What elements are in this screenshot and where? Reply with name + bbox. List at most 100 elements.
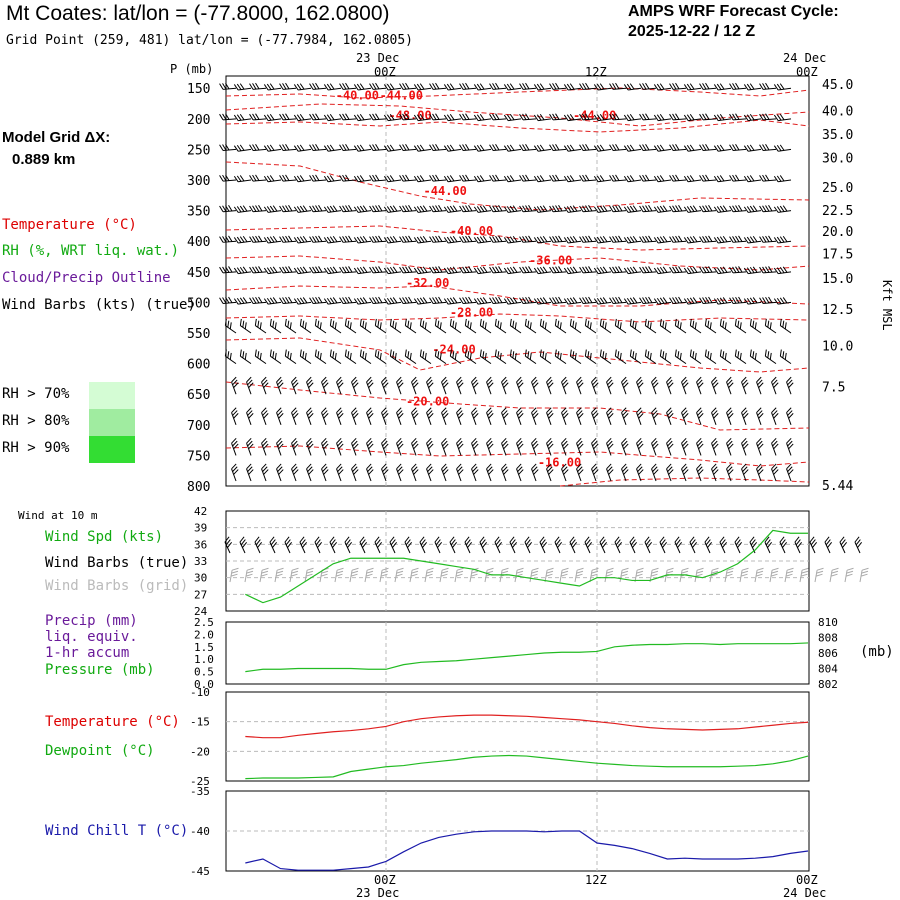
wind-barb (546, 463, 554, 482)
wind-barb (429, 204, 447, 213)
wind10-barb-true (794, 536, 803, 554)
barb-feather (240, 539, 246, 546)
wind-barb (339, 296, 357, 305)
barb-feather (263, 206, 269, 213)
barb-staff (780, 325, 792, 334)
wind10-barb-true (809, 536, 818, 554)
barb-feather (709, 352, 712, 360)
barb-feather (579, 205, 584, 212)
barb-feather (738, 204, 743, 212)
wind-barb (549, 204, 567, 213)
barb-feather (620, 573, 628, 577)
barb-feather (405, 235, 410, 243)
barb-feather (705, 113, 710, 120)
barb-feather (274, 322, 277, 330)
wind10-barb-true (674, 536, 683, 554)
barb-staff (673, 210, 687, 213)
barb-feather (764, 318, 767, 326)
barb-feather (368, 443, 374, 450)
barb-feather (546, 567, 554, 571)
barb-feather (653, 206, 659, 213)
barb-feather (563, 145, 569, 152)
wind-barb (743, 175, 762, 183)
barb-staff (223, 210, 237, 213)
wind-barb (263, 113, 282, 122)
barb-feather (623, 84, 629, 91)
barb-feather (456, 376, 462, 383)
barb-feather (759, 144, 764, 151)
barb-staff (358, 148, 372, 152)
wind-barb (366, 463, 374, 482)
barb-feather (561, 567, 569, 571)
barb-feather (290, 573, 298, 577)
barb-feather (486, 567, 494, 571)
barb-feather (222, 83, 227, 90)
wind-barb (759, 174, 777, 182)
barb-feather (279, 266, 284, 274)
barb-feather (375, 82, 380, 90)
barb-feather (561, 407, 567, 413)
barb-feather (689, 175, 695, 182)
barb-staff (673, 301, 687, 305)
barb-staff (636, 468, 642, 482)
barb-staff (480, 325, 492, 334)
barb-staff (283, 240, 297, 243)
barb-feather (578, 469, 584, 475)
barb-feather (383, 175, 389, 183)
wind-barb (369, 204, 387, 213)
barb-staff (268, 240, 282, 244)
barb-staff (523, 210, 537, 213)
barb-feather (247, 379, 253, 386)
barb-feather (314, 536, 320, 543)
wind10-barb-grid (499, 567, 509, 583)
wind10-barb-true (389, 536, 398, 554)
wind-barb (389, 318, 402, 334)
barb-feather (669, 205, 674, 212)
wind10-barb-true (554, 536, 563, 554)
barb-staff (763, 240, 777, 243)
barb-feather (293, 237, 299, 244)
barb-staff (403, 118, 417, 121)
barb-feather (473, 469, 479, 475)
barb-feather (831, 570, 839, 574)
barb-staff (681, 443, 687, 456)
barb-staff (681, 412, 687, 425)
barb-feather (345, 144, 350, 151)
barb-feather (645, 297, 650, 304)
barb-feather (722, 541, 728, 548)
barb-feather (591, 570, 599, 574)
barb-staff (388, 179, 402, 183)
wind10-barb-true (839, 536, 848, 554)
barb-feather (599, 113, 605, 121)
barb-feather (396, 376, 402, 383)
barb-feather (359, 83, 365, 90)
barb-feather (574, 352, 577, 360)
barb-feather (705, 144, 710, 151)
barb-feather (252, 113, 257, 120)
kft-tick-label: 12.5 (822, 303, 853, 318)
wind-barb (786, 407, 794, 425)
barb-feather (230, 573, 238, 577)
barb-staff (225, 325, 237, 334)
barb-feather (326, 206, 332, 213)
barb-feather (455, 573, 463, 577)
wind-barb (321, 437, 329, 456)
wind-barb (486, 407, 494, 425)
wind10-barb-true (734, 536, 743, 554)
barb-feather (356, 236, 362, 243)
barb-staff (720, 325, 732, 334)
barb-feather (776, 83, 782, 90)
barb-feather (359, 266, 365, 274)
barb-feather (612, 113, 617, 120)
barb-feather (659, 144, 665, 151)
barb-feather (607, 440, 613, 447)
barb-feather (779, 236, 785, 243)
barb-staff (696, 443, 702, 456)
barb-feather (488, 382, 494, 388)
barb-staff (778, 118, 792, 122)
temp-tick-label: -20 (190, 745, 210, 758)
barb-staff (313, 301, 327, 305)
barb-feather (539, 236, 545, 243)
barb-staff (741, 381, 747, 395)
barb-staff (724, 570, 728, 583)
